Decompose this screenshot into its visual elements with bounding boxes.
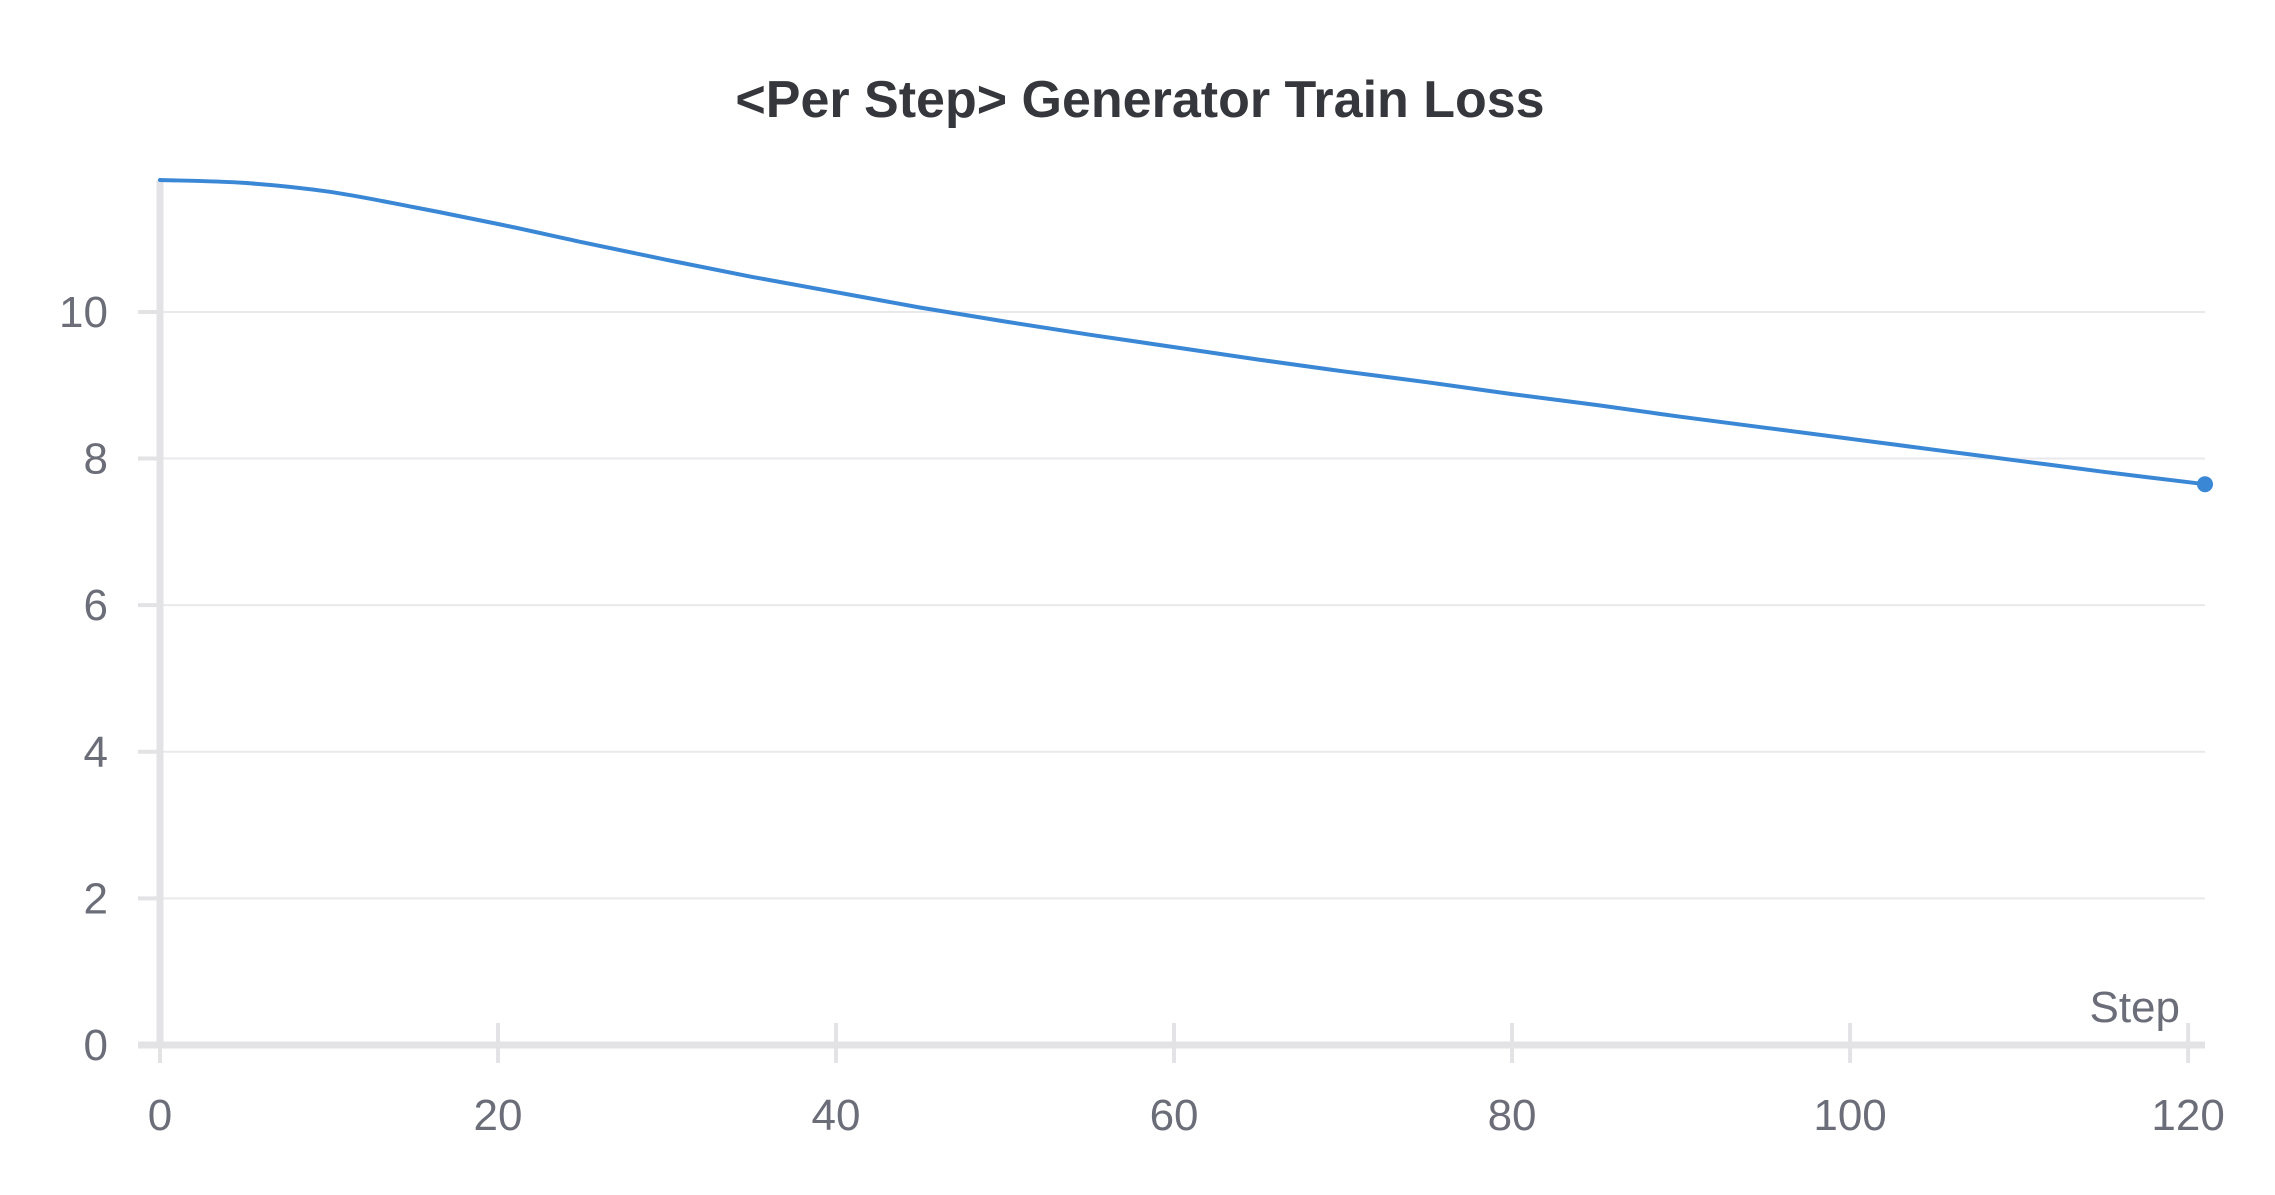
loss-line	[158, 178, 2207, 487]
gridlines	[160, 310, 2205, 900]
x-tick-label: 100	[1813, 1091, 1886, 1140]
x-tick-label: 80	[1488, 1091, 1537, 1140]
x-tick-label: 20	[474, 1091, 523, 1140]
y-tick-label: 4	[84, 728, 108, 777]
y-tick-label: 8	[84, 435, 108, 484]
axes	[138, 180, 2205, 1063]
y-tick-label: 0	[84, 1021, 108, 1070]
x-axis-label: Step	[2089, 983, 2180, 1032]
y-tick-label: 2	[84, 874, 108, 923]
y-tick-label: 10	[59, 288, 108, 337]
x-tick-label: 120	[2151, 1091, 2224, 1140]
x-tick-label: 0	[148, 1091, 172, 1140]
y-tick-label: 6	[84, 581, 108, 630]
x-tick-label: 60	[1150, 1091, 1199, 1140]
last-point-marker	[2197, 476, 2213, 493]
x-tick-label: 40	[812, 1091, 861, 1140]
chart-title: <Per Step> Generator Train Loss	[735, 71, 1544, 129]
series-layer	[158, 178, 2213, 493]
